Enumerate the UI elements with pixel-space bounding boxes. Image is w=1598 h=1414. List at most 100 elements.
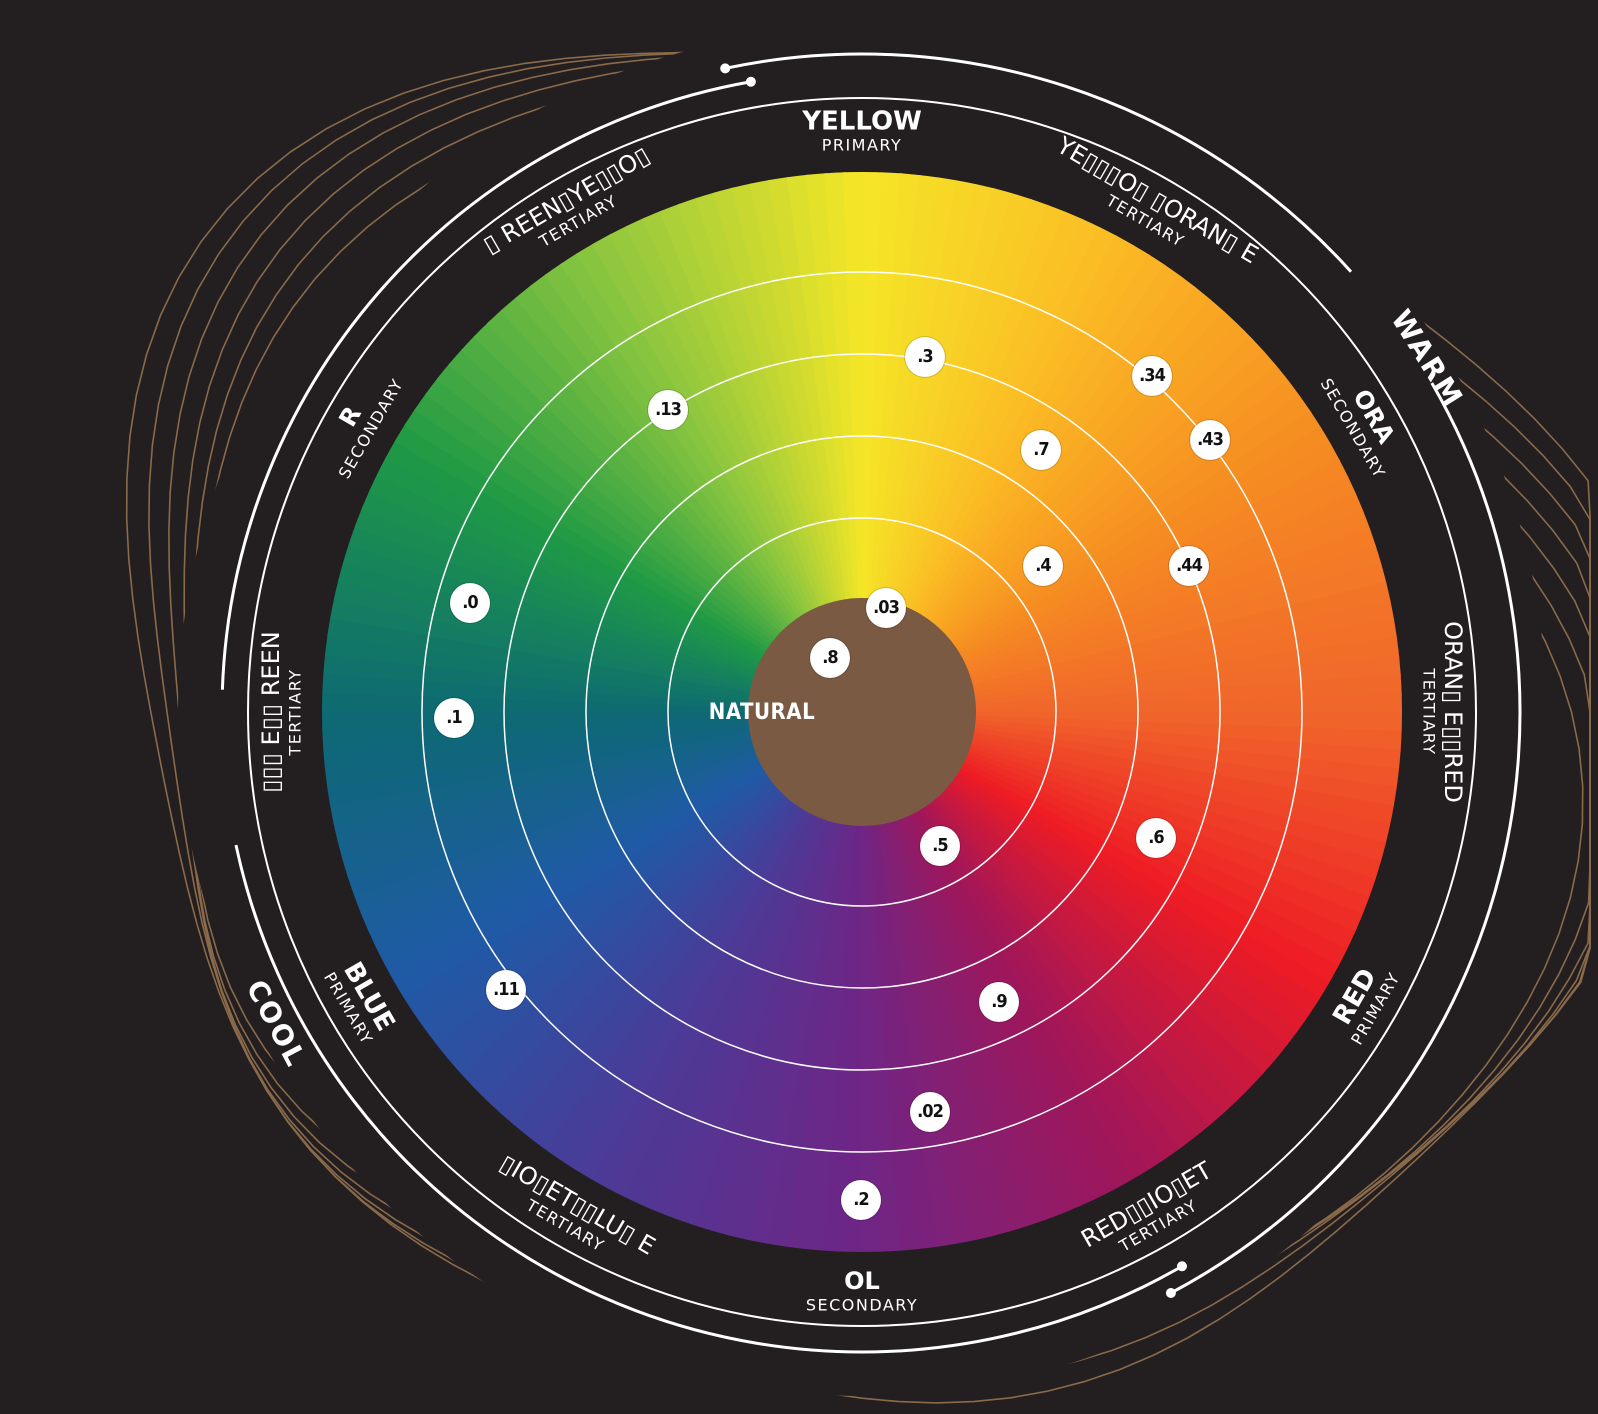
value-marker: .11	[486, 970, 526, 1010]
disc-wedge	[862, 712, 1072, 1240]
disc-wedge	[862, 712, 1017, 1252]
disc-wedge	[862, 309, 1267, 712]
disc-wedge	[407, 712, 862, 1057]
disc-wedge	[862, 712, 1207, 1167]
disc-wedge	[385, 712, 862, 1026]
disc-wedge	[862, 237, 1178, 712]
ring-line	[667, 517, 1057, 907]
disc-wedge	[502, 268, 862, 712]
disc-wedge	[862, 217, 1145, 712]
disc-wedge	[862, 712, 1291, 1089]
disc-wedge	[803, 172, 862, 712]
value-marker: .1	[434, 698, 474, 738]
value-marker: .43	[1190, 420, 1230, 460]
disc-wedge	[862, 712, 1382, 943]
color-disc	[322, 172, 1402, 1252]
value-marker: .44	[1169, 546, 1209, 586]
disc-wedge	[862, 502, 1390, 712]
disc-wedge	[322, 712, 862, 848]
disc-wedge	[350, 463, 862, 712]
disc-wedge	[862, 614, 1402, 712]
value-marker: .02	[910, 1092, 950, 1132]
value-marker: .8	[810, 638, 850, 678]
disc-wedge	[862, 712, 1316, 1060]
disc-wedge	[862, 208, 1128, 712]
disc-wedge	[548, 235, 862, 712]
disc-wedge	[745, 172, 862, 712]
disc-wedge	[862, 712, 1327, 1044]
disc-wedge	[582, 216, 862, 712]
disc-wedge	[862, 258, 1210, 712]
disc-wedge	[862, 672, 1402, 712]
disc-wedge	[514, 712, 862, 1166]
segment-role: TERTIARY	[1420, 667, 1439, 755]
disc-wedge	[862, 712, 921, 1252]
ring-arc	[234, 844, 1183, 1354]
disc-wedge	[862, 712, 1054, 1246]
disc-wedge	[862, 192, 1093, 712]
disc-wedge	[652, 184, 862, 712]
segment-name: ORAN▯ E▯▯RED	[1439, 621, 1467, 803]
disc-wedge	[322, 712, 862, 771]
disc-wedge	[862, 466, 1375, 712]
disc-wedge	[862, 712, 902, 1252]
disc-wedge	[764, 172, 862, 712]
disc-wedge	[862, 247, 1194, 712]
inner-ring-line	[247, 97, 1477, 1327]
disc-wedge	[396, 712, 862, 1042]
disc-wedge	[499, 712, 862, 1154]
value-marker: .6	[1136, 818, 1176, 858]
disc-wedge	[862, 712, 1374, 961]
disc-wedge	[322, 712, 862, 752]
disc-wedge	[517, 257, 862, 712]
disc-wedge	[342, 481, 862, 712]
disc-wedge	[397, 380, 862, 712]
disc-wedge	[862, 712, 1279, 1104]
disc-wedge	[613, 712, 862, 1224]
disc-wedge	[822, 172, 862, 712]
disc-wedge	[433, 335, 862, 712]
disc-wedge	[375, 712, 862, 1009]
ring-line	[503, 353, 1221, 1071]
disc-wedge	[616, 199, 862, 712]
disc-wedge	[862, 692, 1402, 715]
segment-role: TERTIARY	[286, 668, 305, 756]
disc-wedge	[349, 712, 862, 958]
disc-wedge	[862, 712, 1304, 1075]
disc-wedge	[862, 484, 1383, 712]
disc-wedge	[862, 634, 1402, 712]
disc-wedge	[726, 172, 862, 712]
disc-wedge	[862, 712, 1237, 1143]
disc-wedge	[565, 225, 862, 712]
disc-wedge	[862, 295, 1254, 712]
value-marker: .3	[905, 337, 945, 377]
disc-wedge	[322, 712, 862, 790]
disc-wedge	[470, 712, 862, 1129]
disc-wedge	[631, 712, 862, 1232]
disc-wedge	[862, 382, 1328, 712]
disc-wedge	[707, 172, 862, 712]
disc-wedge	[862, 712, 1265, 1117]
disc-wedge	[328, 712, 862, 904]
disc-wedge	[859, 712, 882, 1252]
disc-wedge	[862, 712, 1366, 978]
disc-wedge	[862, 415, 1349, 712]
disc-wedge	[599, 207, 862, 713]
disc-wedge	[322, 712, 862, 867]
disc-wedge	[862, 712, 1337, 1028]
disc-wedge	[862, 449, 1367, 712]
natural-center-label: NATURAL	[708, 700, 816, 725]
disc-wedge	[485, 712, 862, 1141]
disc-wedge	[862, 712, 1357, 995]
disc-wedge	[367, 429, 862, 712]
ring-end-dot	[720, 63, 731, 74]
disc-wedge	[862, 653, 1402, 712]
segment-role: PRIMARY	[822, 136, 903, 155]
disc-wedge	[322, 712, 862, 829]
disc-wedge	[862, 595, 1402, 712]
disc-wedge	[862, 227, 1162, 713]
disc-wedge	[862, 576, 1402, 712]
disc-wedge	[366, 712, 862, 992]
